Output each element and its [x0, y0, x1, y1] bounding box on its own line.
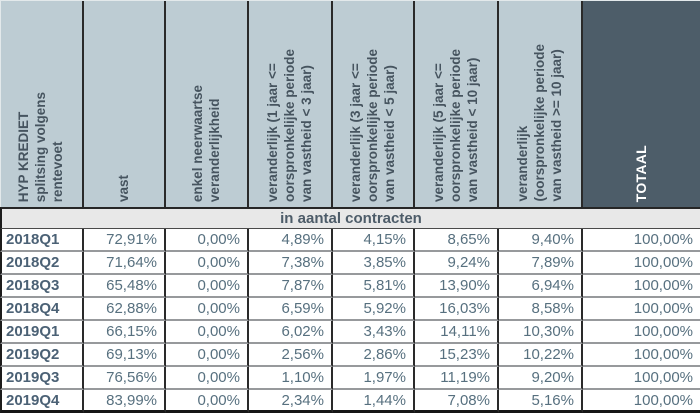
row-label: 2018Q4: [0, 298, 84, 321]
column-header-veranderlijk-10plus: veranderlijk (oorspronkelijke periode va…: [499, 1, 583, 207]
cell: 1,10%: [249, 367, 333, 390]
cell: 10,22%: [499, 344, 583, 367]
row-label: 2018Q1: [0, 229, 84, 252]
table-row: 2018Q3 65,48% 0,00% 7,87% 5,81% 13,90% 6…: [0, 275, 700, 298]
cell: 7,89%: [499, 252, 583, 275]
table-row: 2019Q2 69,13% 0,00% 2,56% 2,86% 15,23% 1…: [0, 344, 700, 367]
cell: 3,43%: [333, 321, 415, 344]
cell: 11,19%: [415, 367, 499, 390]
cell: 66,15%: [84, 321, 166, 344]
cell: 13,90%: [415, 275, 499, 298]
cell: 71,64%: [84, 252, 166, 275]
cell: 8,65%: [415, 229, 499, 252]
table-row: 2018Q2 71,64% 0,00% 7,38% 3,85% 9,24% 7,…: [0, 252, 700, 275]
cell: 1,97%: [333, 367, 415, 390]
cell: 2,34%: [249, 390, 333, 413]
cell: 0,00%: [166, 252, 249, 275]
cell: 6,59%: [249, 298, 333, 321]
cell: 5,92%: [333, 298, 415, 321]
cell: 0,00%: [166, 298, 249, 321]
table-row: 2018Q1 72,91% 0,00% 4,89% 4,15% 8,65% 9,…: [0, 229, 700, 252]
cell: 2,56%: [249, 344, 333, 367]
table-row: 2019Q3 76,56% 0,00% 1,10% 1,97% 11,19% 9…: [0, 367, 700, 390]
cell: 1,44%: [333, 390, 415, 413]
cell: 8,58%: [499, 298, 583, 321]
cell-totaal: 100,00%: [583, 252, 700, 275]
cell: 65,48%: [84, 275, 166, 298]
section-banner: in aantal contracten: [0, 207, 700, 229]
cell: 9,20%: [499, 367, 583, 390]
row-label: 2019Q4: [0, 390, 84, 413]
cell-totaal: 100,00%: [583, 344, 700, 367]
cell: 3,85%: [333, 252, 415, 275]
row-label: 2019Q3: [0, 367, 84, 390]
column-header-title: HYP KREDIET splitsing volgens rentevoet: [0, 1, 84, 207]
cell: 7,87%: [249, 275, 333, 298]
cell: 0,00%: [166, 321, 249, 344]
cell: 7,08%: [415, 390, 499, 413]
column-header-veranderlijk-3-5: veranderlijk (3 jaar <= oorspronkelijke …: [333, 1, 415, 207]
cell: 9,40%: [499, 229, 583, 252]
cell: 76,56%: [84, 367, 166, 390]
cell: 14,11%: [415, 321, 499, 344]
table-row: 2019Q4 83,99% 0,00% 2,34% 1,44% 7,08% 5,…: [0, 390, 700, 413]
cell: 4,15%: [333, 229, 415, 252]
cell: 62,88%: [84, 298, 166, 321]
cell: 0,00%: [166, 367, 249, 390]
cell: 16,03%: [415, 298, 499, 321]
cell: 5,81%: [333, 275, 415, 298]
table-row: 2019Q1 66,15% 0,00% 6,02% 3,43% 14,11% 1…: [0, 321, 700, 344]
cell: 5,16%: [499, 390, 583, 413]
cell: 7,38%: [249, 252, 333, 275]
row-label: 2019Q1: [0, 321, 84, 344]
row-label: 2018Q3: [0, 275, 84, 298]
cell: 69,13%: [84, 344, 166, 367]
cell: 6,02%: [249, 321, 333, 344]
cell: 0,00%: [166, 344, 249, 367]
cell-totaal: 100,00%: [583, 367, 700, 390]
cell: 15,23%: [415, 344, 499, 367]
cell: 72,91%: [84, 229, 166, 252]
header-row: HYP KREDIET splitsing volgens rentevoet …: [0, 0, 700, 207]
cell-totaal: 100,00%: [583, 275, 700, 298]
cell-totaal: 100,00%: [583, 390, 700, 413]
column-header-enkel-neerwaartse: enkel neerwaartse veranderlijkheid: [166, 1, 249, 207]
row-label: 2019Q2: [0, 344, 84, 367]
column-header-vast: vast: [84, 1, 166, 207]
column-header-veranderlijk-1-3: veranderlijk (1 jaar <= oorspronkelijke …: [249, 1, 333, 207]
column-header-veranderlijk-5-10: veranderlijk (5 jaar <= oorspronkelijke …: [415, 1, 499, 207]
cell: 0,00%: [166, 390, 249, 413]
table-title: HYP KREDIET splitsing volgens rentevoet: [16, 91, 65, 202]
cell-totaal: 100,00%: [583, 298, 700, 321]
cell: 0,00%: [166, 229, 249, 252]
row-label: 2018Q2: [0, 252, 84, 275]
cell: 6,94%: [499, 275, 583, 298]
table-row: 2018Q4 62,88% 0,00% 6,59% 5,92% 16,03% 8…: [0, 298, 700, 321]
cell: 2,86%: [333, 344, 415, 367]
column-header-totaal: TOTAAL: [583, 1, 700, 207]
cell: 4,89%: [249, 229, 333, 252]
cell: 10,30%: [499, 321, 583, 344]
cell: 9,24%: [415, 252, 499, 275]
cell: 0,00%: [166, 275, 249, 298]
cell: 83,99%: [84, 390, 166, 413]
cell-totaal: 100,00%: [583, 229, 700, 252]
cell-totaal: 100,00%: [583, 321, 700, 344]
